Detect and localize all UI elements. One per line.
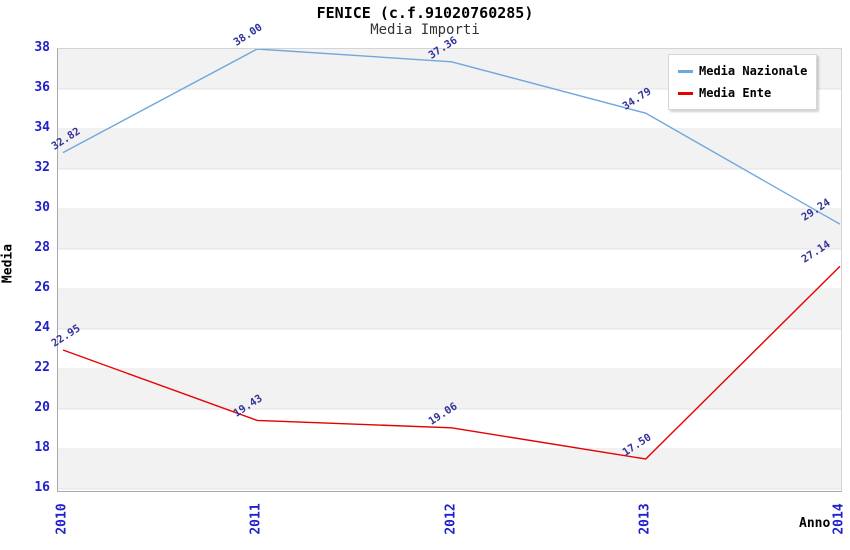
series-line-1 — [62, 265, 841, 460]
legend-label-media-ente: Media Ente — [699, 86, 772, 100]
y-tick-label: 16 — [34, 480, 50, 495]
y-tick-label: 26 — [34, 280, 50, 295]
legend-swatch-media-nazionale — [678, 69, 693, 73]
legend-label-media-nazionale: Media Nazionale — [699, 64, 808, 78]
y-tick-label: 24 — [34, 320, 50, 335]
grid-band — [58, 369, 841, 409]
series-lines-svg — [58, 49, 841, 490]
series-line-0 — [62, 49, 841, 225]
grid-band — [58, 289, 841, 329]
grid-band — [58, 449, 841, 489]
y-tick-label: 38 — [34, 40, 50, 55]
y-tick-label: 20 — [34, 400, 50, 415]
x-tick-label: 2013 — [637, 503, 653, 535]
y-tick-label: 18 — [34, 440, 50, 455]
grid-band — [58, 129, 841, 169]
x-tick-label: 2011 — [248, 503, 264, 535]
legend: Media Nazionale Media Ente — [668, 54, 818, 110]
grid-band — [58, 209, 841, 249]
chart-title: FENICE (c.f.91020760285) — [316, 4, 534, 22]
legend-item-media-ente: Media Ente — [678, 82, 807, 104]
chart-subtitle: Media Importi — [370, 22, 480, 38]
legend-item-media-nazionale: Media Nazionale — [678, 60, 807, 82]
x-axis-title: Anno — [799, 516, 831, 531]
y-tick-label: 34 — [34, 120, 50, 135]
x-tick-label: 2012 — [443, 503, 458, 535]
y-tick-label: 30 — [34, 200, 50, 215]
y-tick-label: 28 — [34, 240, 50, 255]
y-tick-label: 32 — [34, 160, 50, 175]
y-tick-label: 36 — [34, 80, 50, 95]
x-tick-label: 2014 — [831, 503, 847, 535]
plot-area — [57, 48, 842, 492]
y-tick-label: 22 — [34, 360, 50, 375]
x-tick-label: 2010 — [54, 503, 70, 535]
legend-swatch-media-ente — [678, 91, 693, 95]
